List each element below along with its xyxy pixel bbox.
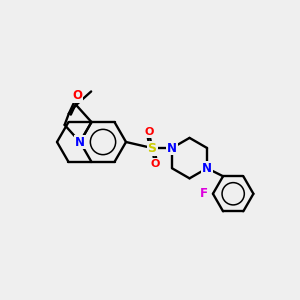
- Text: N: N: [202, 162, 212, 175]
- Text: F: F: [200, 187, 208, 200]
- Text: S: S: [148, 142, 157, 154]
- Text: N: N: [75, 136, 85, 148]
- Text: O: O: [144, 127, 154, 137]
- Text: N: N: [167, 142, 177, 154]
- Text: O: O: [72, 89, 82, 102]
- Text: O: O: [150, 159, 160, 169]
